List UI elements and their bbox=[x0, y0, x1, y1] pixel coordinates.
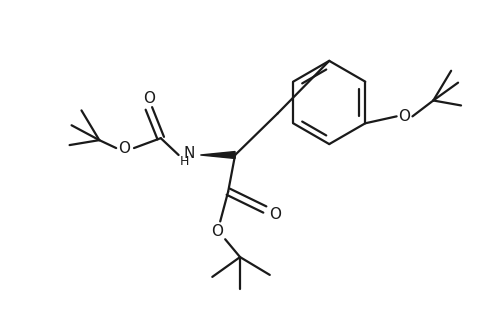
Text: O: O bbox=[143, 91, 155, 106]
Text: N: N bbox=[184, 145, 195, 161]
Text: H: H bbox=[180, 155, 189, 168]
Text: O: O bbox=[211, 224, 223, 239]
Text: O: O bbox=[118, 140, 130, 156]
Polygon shape bbox=[200, 152, 235, 158]
Text: O: O bbox=[269, 207, 281, 222]
Text: O: O bbox=[398, 109, 411, 124]
